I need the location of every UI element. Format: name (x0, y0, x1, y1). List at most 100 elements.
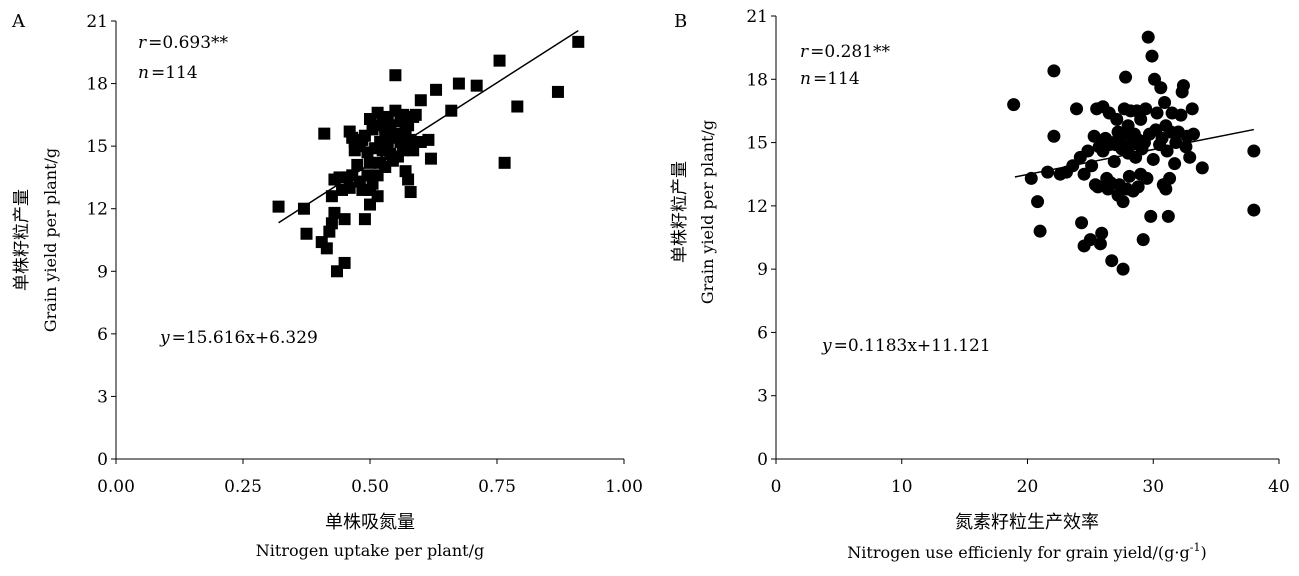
panel-a-data-point (470, 79, 483, 92)
panel-a-data-point (351, 158, 364, 171)
panel-a-data-point (404, 186, 417, 199)
panel-a-data-point (511, 100, 524, 113)
panel-a-y-tick-label: 6 (97, 325, 108, 345)
panel-b-data-point (1154, 81, 1168, 95)
panel-a-data-point (551, 85, 564, 98)
panel-b-data-point (1168, 157, 1182, 171)
panel-b-data-point (1024, 171, 1038, 185)
panel-b-ylabel-en: Grain yield per plant/g (698, 120, 717, 304)
panel-b-data-point (1161, 209, 1175, 223)
panel-b-data-point (1075, 216, 1089, 230)
panel-b-x-tick-label: 10 (891, 477, 913, 497)
panel-b-xlabel-en: Nitrogen use efficienly for grain yield/… (847, 541, 1206, 562)
panel-a-data-point (371, 190, 384, 203)
panel-a-trendline (278, 29, 579, 224)
panel-b-data-point (1110, 112, 1124, 126)
panel-a-x-ticks: 0.00 0.25 0.50 0.75 1.00 (97, 459, 643, 497)
panel-b-data-point (1136, 233, 1150, 247)
panel-b-data-point (1041, 165, 1055, 179)
panel-a-data-point (318, 127, 331, 140)
panel-a-y-tick-label: 12 (86, 200, 108, 220)
panel-b-data-point (1247, 144, 1261, 158)
panel-a-data-point (338, 256, 351, 269)
panel-b-y-tick-label: 18 (746, 70, 768, 90)
panel-b-data-point (1176, 79, 1190, 93)
panel-a-y-tick-label: 3 (97, 387, 108, 407)
panel-b-points (1007, 30, 1261, 276)
panel-b-data-point (1145, 49, 1159, 63)
panel-b-data-point (1119, 70, 1133, 84)
panel-a-data-point (272, 200, 285, 213)
panel-a-data-point (325, 217, 338, 230)
panel-b-data-point (1087, 129, 1101, 143)
panel-b-data-point (1186, 127, 1200, 141)
panel-a-data-point (430, 83, 443, 96)
panel-b-data-point (1083, 233, 1097, 247)
panel-b-data-point (1116, 195, 1130, 209)
panel-a-x-tick-label: 1.00 (605, 477, 643, 497)
panel-b-data-point (1139, 102, 1153, 116)
panel-b-data-point (1047, 129, 1061, 143)
panel-a-data-point (402, 119, 415, 132)
panel-b-letter: B (674, 11, 687, 32)
panel-b-data-point (1047, 64, 1061, 78)
panel-b-data-point (1007, 98, 1021, 112)
panel-b-y-tick-label: 6 (757, 323, 768, 343)
panel-a-y-ticks: 0 3 6 9 12 15 18 21 (86, 12, 116, 470)
panel-a-y-tick-label: 0 (97, 450, 108, 470)
panel-b-data-point (1185, 102, 1199, 116)
panel-b-data-point (1081, 144, 1095, 158)
panel-a-y-tick-label: 18 (86, 75, 108, 95)
panel-b-data-point (1141, 30, 1155, 44)
panel-a-y-tick-label: 15 (86, 137, 108, 157)
panel-b-y-tick-label: 12 (746, 197, 768, 217)
panel-b-y-ticks: 0 3 6 9 12 15 18 21 (746, 7, 776, 470)
panel-a-data-point (369, 119, 382, 132)
panel-b-data-point (1159, 182, 1173, 196)
panel-b-y-tick-label: 21 (746, 7, 768, 27)
panel-b-data-point (1070, 102, 1084, 116)
panel-b-data-point (1077, 167, 1091, 181)
panel-b-data-point (1033, 224, 1047, 238)
panel-b-data-point (1195, 161, 1209, 175)
panel-b-x-tick-label: 20 (1017, 477, 1039, 497)
panel-a-data-point (389, 69, 402, 82)
panel-b-data-point (1150, 106, 1164, 120)
panel-a-data-point (452, 77, 465, 90)
panel-a-data-point (493, 54, 506, 67)
panel-a-data-point (422, 133, 435, 146)
panel-a-chart: A 0 3 6 9 12 15 18 21 0.00 0.25 0.50 0.75 1.00 r =0.… (11, 11, 643, 560)
panel-b-data-point (1183, 150, 1197, 164)
panel-b-data-point (1144, 209, 1158, 223)
panel-a-data-point (338, 213, 351, 226)
panel-b-data-point (1105, 254, 1119, 268)
panel-a-data-point (358, 213, 371, 226)
panel-a-data-point (300, 227, 313, 240)
panel-a-ylabel-en: Grain yield per plant/g (41, 148, 60, 332)
panel-a-r-value: r =0.693** (138, 33, 229, 53)
panel-a-data-point (297, 202, 310, 215)
panel-b-ylabel-zh: 单株籽粒产量 (670, 161, 690, 263)
panel-a-points (272, 35, 585, 278)
panel-b-data-point (1091, 180, 1105, 194)
panel-b-x-ticks: 0 10 20 30 40 (771, 459, 1290, 497)
panel-b-data-point (1131, 180, 1145, 194)
panel-a-y-tick-label: 9 (97, 262, 108, 282)
panel-b-data-point (1031, 195, 1045, 209)
panel-a-x-tick-label: 0.50 (351, 477, 389, 497)
panel-a-x-tick-label: 0.00 (97, 477, 135, 497)
panel-a-n-value: n =114 (138, 63, 198, 83)
panel-b-x-tick-label: 30 (1142, 477, 1164, 497)
panel-b-data-point (1140, 171, 1154, 185)
panel-b-data-point (1174, 108, 1188, 122)
panel-b-trendline (1014, 128, 1254, 178)
panel-b-data-point (1122, 169, 1136, 183)
panel-a-data-point (397, 144, 410, 157)
panel-b-data-point (1163, 171, 1177, 185)
panel-a-data-point (402, 173, 415, 186)
panel-b-data-point (1134, 112, 1148, 126)
panel-a-equation: y =15.616x+6.329 (159, 328, 318, 348)
panel-a-data-point (409, 108, 422, 121)
panel-b-equation: y =0.1183x+11.121 (821, 336, 991, 356)
panel-a-xlabel-en: Nitrogen uptake per plant/g (256, 541, 484, 560)
